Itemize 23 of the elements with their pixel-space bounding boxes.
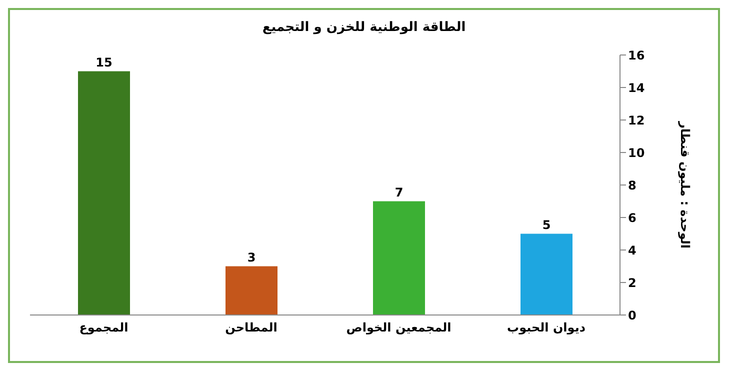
y-axis-title: الوحدة : مليون قنطار <box>678 120 692 248</box>
y-tick-label: 16 <box>628 48 645 62</box>
bar <box>226 266 278 315</box>
bar <box>373 201 425 315</box>
data-label: 15 <box>96 55 112 70</box>
y-tick-label: 6 <box>628 210 636 225</box>
y-tick-label: 8 <box>628 178 636 192</box>
data-label: 3 <box>247 250 256 264</box>
x-tick-label: المطاحن <box>225 320 278 335</box>
chart-title: الطاقة الوطنية للخزن و التجميع <box>261 20 467 35</box>
bar <box>520 234 572 315</box>
data-label: 7 <box>394 185 404 200</box>
y-tick-label: 10 <box>628 146 645 160</box>
y-tick-label: 12 <box>628 113 645 128</box>
y-tick-label: 0 <box>628 308 636 322</box>
data-label: 5 <box>542 218 551 232</box>
y-tick-label: 14 <box>628 80 645 95</box>
y-tick-label: 4 <box>628 243 636 258</box>
y-tick-label: 2 <box>628 276 636 290</box>
x-tick-label: المجموع <box>79 320 128 335</box>
x-tick-label: ديوان الحبوب <box>507 320 586 335</box>
x-tick-label: المجمعين الخواص <box>346 320 452 335</box>
bar <box>78 71 130 315</box>
